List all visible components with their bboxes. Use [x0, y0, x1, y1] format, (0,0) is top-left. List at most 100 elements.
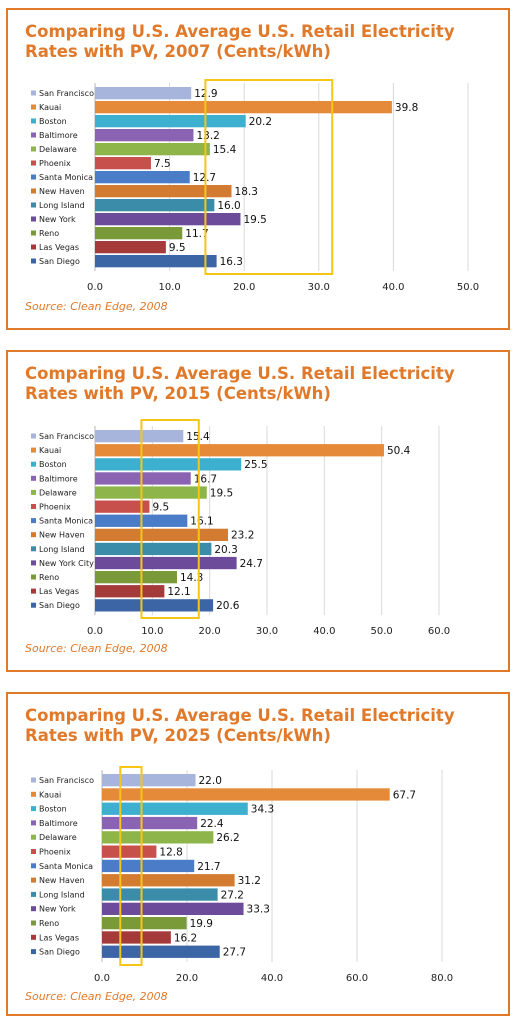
bar — [95, 444, 384, 457]
category-swatch — [31, 560, 36, 566]
value-label: 20.2 — [249, 116, 272, 128]
category-swatch — [31, 906, 36, 912]
value-label: 12.1 — [167, 586, 190, 598]
value-label: 11.7 — [185, 228, 208, 240]
category-swatch — [31, 146, 36, 152]
category-swatch — [31, 602, 36, 608]
chart-panel-2007: Comparing U.S. Average U.S. Retail Elect… — [6, 8, 510, 330]
chart-svg-2025: 0.0 20.0 40.0 60.0 80.0 San Francisco 22.0 Kaua… — [31, 766, 453, 984]
category-swatch — [31, 104, 36, 110]
x-tick-label: 30.0 — [308, 282, 330, 293]
bar — [95, 115, 246, 128]
category-swatch — [31, 518, 36, 524]
category-swatch — [31, 574, 36, 580]
chart-title-2007: Comparing U.S. Average U.S. Retail Elect… — [25, 22, 455, 61]
value-label: 21.7 — [197, 861, 220, 873]
value-label: 20.3 — [214, 544, 237, 556]
bar — [95, 585, 165, 598]
category-swatch — [31, 244, 36, 250]
category-swatch — [31, 806, 36, 812]
category-swatch — [31, 160, 36, 166]
category-label: Phoenix — [39, 848, 71, 857]
category-label: New York — [39, 215, 76, 224]
value-label: 16.3 — [220, 256, 243, 268]
x-tick-label: 0.0 — [87, 626, 103, 637]
category-swatch — [31, 891, 36, 897]
category-label: Delaware — [39, 488, 77, 497]
bar — [95, 185, 232, 198]
source-note-2007: Source: Clean Edge, 2008 — [25, 300, 168, 313]
bar — [95, 571, 177, 584]
x-tick-label: 80.0 — [431, 973, 453, 984]
category-label: New Haven — [39, 531, 85, 540]
chart-title-2015: Comparing U.S. Average U.S. Retail Elect… — [25, 364, 455, 403]
value-label: 7.5 — [154, 158, 171, 170]
category-label: San Diego — [39, 948, 80, 957]
bar — [95, 129, 194, 142]
x-tick-label: 10.0 — [141, 626, 163, 637]
category-swatch — [31, 174, 36, 180]
bar — [102, 917, 187, 930]
value-label: 67.7 — [393, 789, 416, 801]
bar — [95, 199, 215, 212]
category-swatch — [31, 447, 36, 453]
value-label: 16.7 — [194, 473, 217, 485]
bar — [102, 831, 214, 844]
category-label: Santa Monica — [39, 173, 93, 182]
category-label: San Francisco — [39, 89, 94, 98]
value-label: 16.1 — [190, 516, 213, 528]
category-label: Boston — [39, 117, 67, 126]
category-swatch — [31, 230, 36, 236]
category-swatch — [31, 849, 36, 854]
bar — [102, 859, 195, 873]
bar — [95, 486, 207, 499]
x-tick-label: 40.0 — [261, 973, 283, 984]
value-label: 27.2 — [221, 889, 244, 901]
value-label: 9.5 — [169, 242, 186, 254]
x-tick-label: 20.0 — [176, 973, 198, 984]
category-label: Las Vegas — [39, 587, 79, 596]
value-label: 27.7 — [223, 947, 246, 959]
category-label: San Diego — [39, 257, 80, 266]
x-tick-label: 60.0 — [428, 626, 450, 637]
category-label: Delaware — [39, 833, 77, 842]
bar — [95, 542, 212, 556]
category-swatch — [31, 489, 36, 495]
x-tick-label: 50.0 — [457, 282, 479, 293]
category-swatch — [31, 532, 36, 538]
category-label: Boston — [39, 460, 67, 469]
value-label: 16.0 — [217, 200, 240, 212]
value-label: 19.5 — [243, 214, 266, 226]
x-tick-label: 20.0 — [233, 282, 255, 293]
category-swatch — [31, 433, 36, 439]
category-swatch — [31, 791, 36, 797]
category-label: Baltimore — [39, 819, 78, 828]
value-label: 15.4 — [213, 144, 237, 156]
category-label: Phoenix — [39, 503, 71, 512]
category-label: Long Island — [39, 545, 85, 554]
value-label: 12.8 — [159, 847, 182, 859]
chart-svg-2015: 0.0 10.0 20.0 30.0 40.0 50.0 60.0 San Francisco… — [31, 419, 450, 637]
bar — [95, 430, 184, 443]
category-label: Long Island — [39, 201, 85, 210]
category-swatch — [31, 949, 36, 955]
category-label: New York — [39, 905, 76, 914]
bar — [95, 241, 166, 254]
bar — [95, 157, 151, 170]
bar — [102, 788, 390, 801]
bar — [95, 171, 190, 184]
value-label: 9.5 — [152, 502, 169, 514]
x-tick-label: 0.0 — [87, 282, 103, 293]
bar — [95, 528, 229, 541]
category-swatch — [31, 820, 36, 826]
category-swatch — [31, 118, 36, 124]
bar — [95, 472, 191, 485]
value-label: 20.6 — [216, 600, 240, 612]
value-label: 39.8 — [395, 102, 418, 114]
category-label: Kauai — [39, 103, 61, 112]
value-label: 18.3 — [235, 186, 258, 198]
bar — [95, 255, 217, 268]
category-swatch — [31, 934, 36, 940]
category-swatch — [31, 546, 36, 552]
